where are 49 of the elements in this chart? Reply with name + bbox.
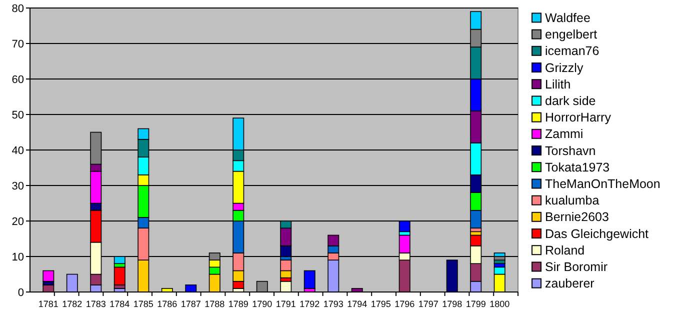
legend-label: TheManOnTheMoon	[545, 176, 660, 191]
legend-label: HorrorHarry	[545, 110, 612, 125]
legend-label: engelbert	[545, 28, 598, 42]
x-tick-label: 1796	[394, 299, 415, 309]
y-tick-label: 20	[12, 216, 24, 228]
x-tick-label: 1782	[62, 299, 82, 309]
x-tick-label: 1798	[442, 299, 462, 309]
legend-label: kualumba	[545, 194, 600, 208]
legend-label: Das Gleichgewicht	[545, 226, 650, 241]
y-tick-label: 60	[12, 74, 24, 86]
legend-label: Bernie2603	[545, 210, 609, 224]
y-tick-label: 10	[12, 251, 24, 264]
x-tick-label: 1794	[347, 299, 368, 309]
legend-label: Zammi	[545, 127, 584, 142]
x-tick-label: 1795	[370, 299, 391, 309]
x-tick-label: 1783	[86, 299, 106, 309]
legend-label: Waldfee	[545, 10, 590, 25]
x-tick-label: 1787	[180, 299, 201, 309]
y-tick-label: 50	[12, 109, 24, 122]
legend-label: dark side	[545, 94, 596, 108]
legend-label: zauberer	[545, 276, 594, 291]
x-tick-label: 1800	[490, 299, 510, 309]
x-tick-label: 1781	[38, 299, 58, 309]
x-tick-label: 1791	[276, 299, 296, 309]
x-tick-label: 1790	[252, 299, 272, 309]
y-tick-label: 70	[12, 38, 24, 50]
legend-label: Torshavn	[545, 144, 596, 158]
legend-label: Grizzly	[545, 60, 584, 75]
x-tick-label: 1788	[204, 299, 225, 309]
x-tick-label: 1792	[300, 299, 320, 309]
bar	[304, 270, 316, 289]
x-tick-label: 1785	[133, 299, 154, 309]
x-tick-label: 1799	[466, 299, 486, 309]
x-tick-label: 1786	[157, 299, 178, 309]
x-tick-label: 1789	[228, 299, 248, 309]
legend-label: iceman76	[545, 44, 600, 58]
y-tick-label: 30	[12, 180, 24, 192]
y-tick-label: 0	[18, 286, 24, 299]
x-tick-label: 1793	[323, 299, 344, 309]
bar	[42, 270, 54, 282]
y-tick-label: 80	[12, 2, 24, 15]
legend-label: Lilith	[545, 77, 571, 92]
x-tick-label: 1797	[418, 299, 438, 309]
legend-label: Roland	[545, 243, 585, 258]
legend-label: Sir Boromir	[545, 260, 608, 274]
legend-label: Tokata1973	[545, 160, 610, 174]
bar	[114, 266, 126, 286]
y-tick-label: 40	[12, 144, 24, 157]
x-tick-label: 1784	[110, 299, 130, 309]
